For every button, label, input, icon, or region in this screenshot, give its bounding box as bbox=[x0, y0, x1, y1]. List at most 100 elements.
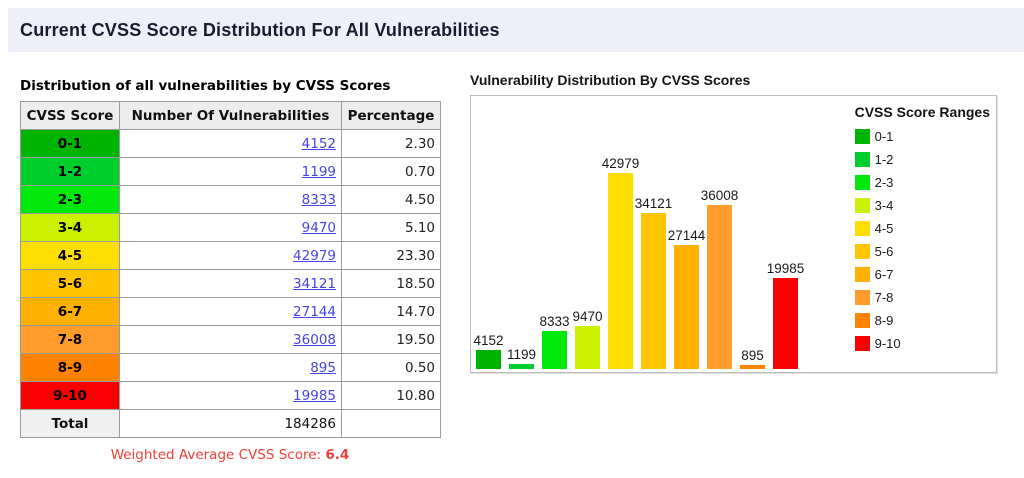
chart-bar-group: 895 bbox=[740, 348, 765, 369]
total-count-cell: 184286 bbox=[119, 409, 342, 438]
table-title: Distribution of all vulnerabilities by C… bbox=[20, 78, 391, 94]
vulnerability-count-link[interactable]: 36008 bbox=[293, 331, 336, 348]
table-body: 0-1 4152 2.30 1-2 1199 0.70 2-3 8333 4.50 3-4 9470… bbox=[20, 129, 441, 410]
legend-item: 7-8 bbox=[854, 286, 990, 309]
vulnerability-count-cell: 895 bbox=[119, 353, 342, 382]
chart-bar bbox=[476, 350, 501, 369]
cvss-range-cell: 8-9 bbox=[20, 353, 120, 382]
total-percentage-cell bbox=[341, 409, 441, 438]
vulnerability-count-cell: 36008 bbox=[119, 325, 342, 354]
bar-value-label: 8333 bbox=[539, 314, 570, 329]
legend-swatch bbox=[854, 267, 870, 282]
chart-bar bbox=[542, 331, 567, 369]
vulnerability-count-link[interactable]: 895 bbox=[310, 359, 336, 376]
legend-item: 1-2 bbox=[854, 148, 990, 171]
table-row: 7-8 36008 19.50 bbox=[20, 325, 441, 354]
vulnerability-count-link[interactable]: 4152 bbox=[301, 135, 336, 152]
percentage-cell: 18.50 bbox=[341, 269, 441, 298]
cvss-range-cell: 3-4 bbox=[20, 213, 120, 242]
cvss-chart-section: Vulnerability Distribution By CVSS Score… bbox=[470, 72, 997, 373]
chart-bar-group: 1199 bbox=[507, 347, 536, 369]
chart-legend: CVSS Score Ranges 0-1 1-2 2-3 3-4 4-5 5-6 6-7 7… bbox=[854, 104, 990, 355]
legend-swatch bbox=[854, 175, 870, 190]
percentage-cell: 4.50 bbox=[341, 185, 441, 214]
legend-swatch bbox=[854, 152, 870, 167]
table-row: 6-7 27144 14.70 bbox=[20, 297, 441, 326]
bar-value-label: 27144 bbox=[667, 228, 706, 243]
legend-label: 6-7 bbox=[874, 267, 894, 282]
vulnerability-count-cell: 8333 bbox=[119, 185, 342, 214]
cvss-range-cell: 9-10 bbox=[20, 381, 120, 410]
page-title: Current CVSS Score Distribution For All … bbox=[20, 19, 500, 40]
bar-value-label: 4152 bbox=[473, 333, 504, 348]
vulnerability-count-link[interactable]: 9470 bbox=[301, 219, 336, 236]
vulnerability-count-link[interactable]: 8333 bbox=[301, 191, 336, 208]
legend-label: 4-5 bbox=[874, 221, 894, 236]
legend-label: 2-3 bbox=[874, 175, 894, 190]
legend-item: 0-1 bbox=[854, 125, 990, 148]
legend-item: 3-4 bbox=[854, 194, 990, 217]
table-total-row: Total 184286 bbox=[20, 409, 441, 438]
chart-bar-group: 34121 bbox=[635, 196, 672, 369]
percentage-cell: 5.10 bbox=[341, 213, 441, 242]
legend-label: 8-9 bbox=[874, 313, 894, 328]
bar-value-label: 36008 bbox=[700, 188, 739, 203]
vulnerability-count-link[interactable]: 1199 bbox=[301, 163, 336, 180]
legend-swatch bbox=[854, 336, 870, 351]
chart-bar-group: 42979 bbox=[602, 156, 639, 369]
legend-item: 4-5 bbox=[854, 217, 990, 240]
cvss-range-cell: 6-7 bbox=[20, 297, 120, 326]
chart-bars: 4152 1199 8333 9470 42979 34121 27144 36008 895 1… bbox=[473, 156, 804, 369]
cvss-distribution-chart: 4152 1199 8333 9470 42979 34121 27144 36008 895 1… bbox=[470, 95, 997, 373]
column-header-percentage: Percentage bbox=[341, 101, 441, 130]
percentage-cell: 14.70 bbox=[341, 297, 441, 326]
chart-bar-group: 4152 bbox=[473, 333, 504, 369]
vulnerability-count-link[interactable]: 34121 bbox=[293, 275, 336, 292]
chart-bar bbox=[707, 205, 732, 369]
table-row: 8-9 895 0.50 bbox=[20, 353, 441, 382]
bar-value-label: 42979 bbox=[601, 156, 640, 171]
vulnerability-count-link[interactable]: 27144 bbox=[293, 303, 336, 320]
table-row: 4-5 42979 23.30 bbox=[20, 241, 441, 270]
cvss-range-cell: 0-1 bbox=[20, 129, 120, 158]
bar-value-label: 34121 bbox=[634, 196, 673, 211]
vulnerability-count-cell: 27144 bbox=[119, 297, 342, 326]
table-header-row: CVSS Score Number Of Vulnerabilities Per… bbox=[20, 101, 441, 130]
table-row: 0-1 4152 2.30 bbox=[20, 129, 441, 158]
cvss-distribution-table: CVSS Score Number Of Vulnerabilities Per… bbox=[20, 101, 441, 438]
cvss-range-cell: 5-6 bbox=[20, 269, 120, 298]
table-row: 1-2 1199 0.70 bbox=[20, 157, 441, 186]
legend-label: 9-10 bbox=[874, 336, 901, 351]
vulnerability-count-cell: 19985 bbox=[119, 381, 342, 410]
cvss-range-cell: 4-5 bbox=[20, 241, 120, 270]
table-row: 2-3 8333 4.50 bbox=[20, 185, 441, 214]
chart-bar-group: 9470 bbox=[572, 309, 603, 369]
legend-label: 1-2 bbox=[874, 152, 894, 167]
vulnerability-count-cell: 9470 bbox=[119, 213, 342, 242]
chart-bar bbox=[509, 364, 534, 369]
chart-bar-group: 36008 bbox=[701, 188, 738, 369]
legend-item: 9-10 bbox=[854, 332, 990, 355]
percentage-cell: 23.30 bbox=[341, 241, 441, 270]
chart-bar bbox=[608, 173, 633, 369]
percentage-cell: 0.50 bbox=[341, 353, 441, 382]
legend-swatch bbox=[854, 198, 870, 213]
page-header: Current CVSS Score Distribution For All … bbox=[8, 8, 1024, 52]
chart-bar-group: 8333 bbox=[539, 314, 570, 369]
weighted-average-label: Weighted Average CVSS Score: bbox=[110, 447, 322, 463]
vulnerability-count-link[interactable]: 19985 bbox=[293, 387, 336, 404]
legend-item: 5-6 bbox=[854, 240, 990, 263]
table-row: 9-10 19985 10.80 bbox=[20, 381, 441, 410]
percentage-cell: 0.70 bbox=[341, 157, 441, 186]
chart-bar bbox=[740, 365, 765, 369]
legend-item: 6-7 bbox=[854, 263, 990, 286]
chart-bar-group: 19985 bbox=[767, 261, 804, 369]
column-header-cvss-score: CVSS Score bbox=[20, 101, 120, 130]
chart-bar bbox=[641, 213, 666, 369]
chart-bar bbox=[575, 326, 600, 369]
percentage-cell: 19.50 bbox=[341, 325, 441, 354]
legend-label: 5-6 bbox=[874, 244, 894, 259]
legend-label: 0-1 bbox=[874, 129, 894, 144]
vulnerability-count-link[interactable]: 42979 bbox=[293, 247, 336, 264]
table-row: 3-4 9470 5.10 bbox=[20, 213, 441, 242]
